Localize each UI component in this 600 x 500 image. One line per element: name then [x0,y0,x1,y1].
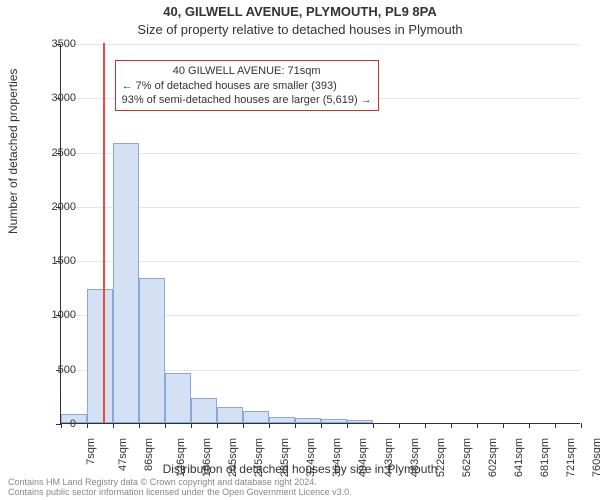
histogram-bar [243,411,269,423]
histogram-bar [165,373,191,423]
xtick-mark [295,423,296,428]
histogram-bar [139,278,165,423]
xtick-mark [321,423,322,428]
ytick-label: 0 [40,418,76,430]
footer-line-2: Contains public sector information licen… [8,488,352,498]
xtick-label: 721sqm [565,438,577,477]
histogram-bar [295,418,321,423]
ytick-label: 1500 [40,255,76,267]
property-marker-line [103,43,105,423]
xtick-mark [347,423,348,428]
histogram-bar [269,417,295,424]
xtick-label: 443sqm [383,438,395,477]
histogram-bar [191,398,217,423]
info-box: 40 GILWELL AVENUE: 71sqm← 7% of detached… [115,60,379,111]
xtick-mark [581,423,582,428]
xtick-mark [113,423,114,428]
info-box-line: ← 7% of detached houses are smaller (393… [122,79,372,93]
histogram-bar [347,420,373,423]
xtick-mark [191,423,192,428]
footer-text: Contains HM Land Registry data © Crown c… [8,478,352,498]
xtick-mark [503,423,504,428]
xtick-label: 404sqm [357,438,369,477]
ytick-label: 1000 [40,309,76,321]
ytick-label: 2500 [40,147,76,159]
xtick-label: 760sqm [591,438,600,477]
xtick-mark [87,423,88,428]
y-axis-label: Number of detached properties [6,69,20,234]
xtick-label: 166sqm [201,438,213,477]
xtick-label: 126sqm [175,438,187,477]
xtick-mark [373,423,374,428]
xtick-mark [399,423,400,428]
xtick-label: 681sqm [539,438,551,477]
page-title: 40, GILWELL AVENUE, PLYMOUTH, PL9 8PA [0,4,600,19]
histogram-bar [217,407,243,423]
histogram-bar [321,419,347,423]
xtick-label: 483sqm [409,438,421,477]
ytick-label: 500 [40,364,76,376]
histogram-bar [113,143,139,423]
xtick-label: 562sqm [461,438,473,477]
xtick-label: 245sqm [253,438,265,477]
xtick-label: 7sqm [85,438,97,465]
ytick-label: 3500 [40,38,76,50]
xtick-mark [139,423,140,428]
xtick-label: 86sqm [143,438,155,471]
xtick-label: 602sqm [487,438,499,477]
info-box-line: 93% of semi-detached houses are larger (… [122,93,372,107]
page-subtitle: Size of property relative to detached ho… [0,22,600,37]
xtick-label: 364sqm [331,438,343,477]
xtick-mark [529,423,530,428]
ytick-label: 3000 [40,92,76,104]
grid-line [61,44,580,45]
xtick-label: 205sqm [227,438,239,477]
histogram-bar [87,289,113,423]
xtick-mark [243,423,244,428]
xtick-mark [425,423,426,428]
xtick-label: 285sqm [279,438,291,477]
xtick-mark [269,423,270,428]
xtick-label: 522sqm [435,438,447,477]
xtick-mark [555,423,556,428]
chart-container: 40, GILWELL AVENUE, PLYMOUTH, PL9 8PA Si… [0,0,600,500]
xtick-label: 324sqm [305,438,317,477]
info-box-line: 40 GILWELL AVENUE: 71sqm [122,64,372,78]
xtick-mark [165,423,166,428]
xtick-label: 641sqm [513,438,525,477]
xtick-mark [477,423,478,428]
xtick-mark [217,423,218,428]
ytick-label: 2000 [40,201,76,213]
xtick-mark [451,423,452,428]
xtick-label: 47sqm [117,438,129,471]
